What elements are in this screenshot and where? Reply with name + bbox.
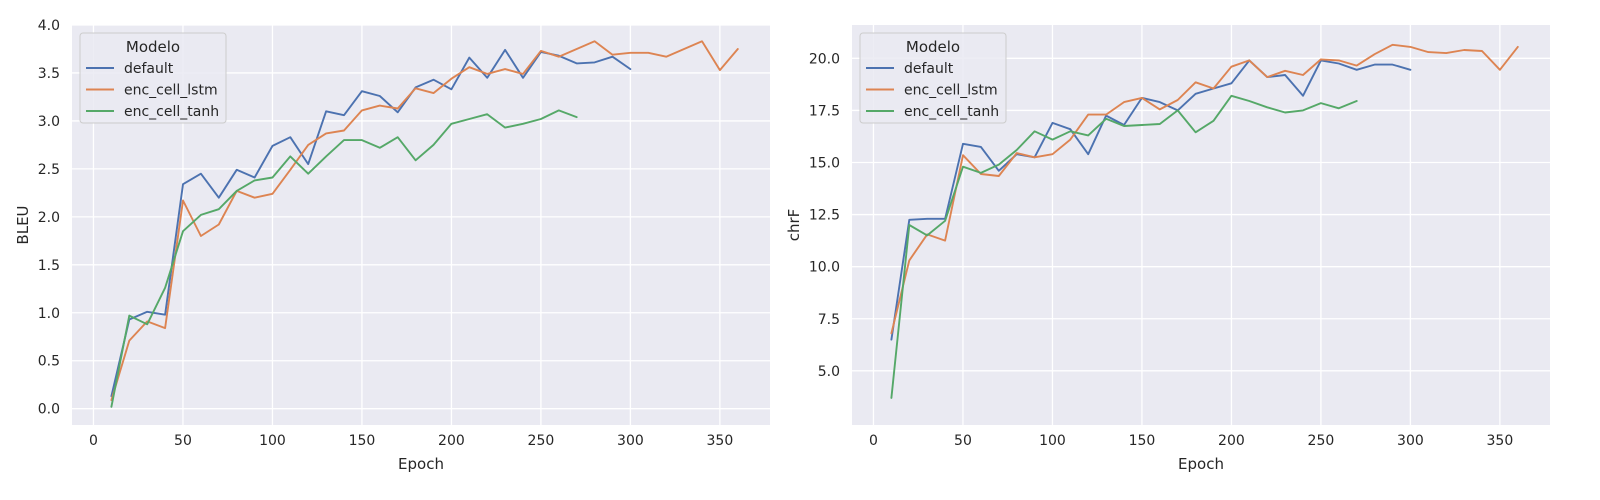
y-tick-label: 15.0: [809, 156, 840, 172]
x-tick-label: 100: [259, 433, 286, 449]
y-tick-label: 17.5: [809, 103, 840, 119]
x-tick-label: 100: [1039, 433, 1066, 449]
y-tick-label: 3.0: [38, 114, 60, 130]
series-line-enc-cell-lstm: [890, 43, 1519, 335]
legend-entry: enc_cell_lstm: [124, 83, 218, 99]
x-tick-label: 50: [954, 433, 972, 449]
x-tick-label: 0: [869, 433, 878, 449]
x-tick-label: 350: [707, 433, 734, 449]
y-tick-label: 10.0: [809, 260, 840, 276]
x-tick-label: 150: [349, 433, 376, 449]
legend-entry: enc_cell_tanh: [124, 104, 219, 120]
x-tick-label: 200: [1218, 433, 1245, 449]
legend: Modelo default enc_cell_lstm enc_cell_tanh: [859, 32, 1007, 124]
y-tick-label: 1.5: [38, 258, 60, 274]
y-axis-label: chrF: [785, 209, 803, 242]
y-tick-label: 20.0: [809, 51, 840, 67]
x-tick-label: 200: [438, 433, 465, 449]
legend-title: Modelo: [126, 38, 180, 56]
series-line-default: [890, 59, 1412, 341]
y-tick-label: 5.0: [818, 364, 840, 380]
x-tick-label: 50: [174, 433, 192, 449]
y-tick-label: 2.0: [38, 210, 60, 226]
bleu-chart: 0 50 100 150 200 250 300 350 0.0 0.5 1.0 1.5 2.0 2.5 3…: [14, 18, 770, 473]
legend-title: Modelo: [906, 38, 960, 56]
legend: Modelo default enc_cell_lstm enc_cell_tanh: [79, 32, 227, 124]
y-tick-label: 2.5: [38, 162, 60, 178]
x-tick-label: 300: [617, 433, 644, 449]
legend-entry: default: [124, 61, 174, 77]
x-tick-label: 250: [1308, 433, 1335, 449]
chrf-chart: 0 50 100 150 200 250 300 350 5.0 7.5 10.0 12.5 15.0 1…: [785, 25, 1550, 473]
x-tick-label: 350: [1487, 433, 1514, 449]
legend-entry: enc_cell_lstm: [904, 83, 998, 99]
legend-entry: default: [904, 61, 954, 77]
x-axis-label: Epoch: [398, 455, 444, 473]
y-tick-label: 7.5: [818, 312, 840, 328]
y-tick-label: 4.0: [38, 18, 60, 34]
series-line-enc-cell-lstm: [110, 40, 739, 402]
legend-entry: enc_cell_tanh: [904, 104, 999, 120]
x-tick-label: 250: [528, 433, 555, 449]
x-tick-label: 150: [1129, 433, 1156, 449]
y-tick-label: 1.0: [38, 306, 60, 322]
y-tick-label: 0.5: [38, 354, 60, 370]
legend-box: [79, 32, 227, 124]
legend-box: [859, 32, 1007, 124]
series-line-enc-cell-tanh: [110, 109, 578, 408]
y-axis-label: BLEU: [14, 205, 32, 244]
x-axis-label: Epoch: [1178, 455, 1224, 473]
y-tick-label: 0.0: [38, 402, 60, 418]
y-tick-label: 3.5: [38, 66, 60, 82]
y-tick-label: 12.5: [809, 208, 840, 224]
series-line-enc-cell-tanh: [890, 94, 1358, 399]
x-tick-label: 300: [1397, 433, 1424, 449]
x-tick-label: 0: [89, 433, 98, 449]
